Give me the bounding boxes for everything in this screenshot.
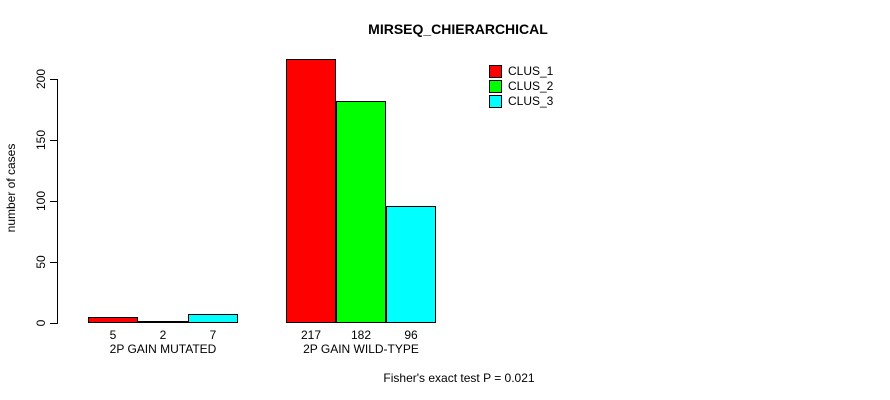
y-tick-label: 0	[34, 319, 48, 326]
legend-item-clus-2: CLUS_2	[489, 80, 553, 93]
legend-swatch-clus-3	[489, 95, 502, 108]
bar-value-label: 182	[350, 327, 372, 342]
legend-item-clus-3: CLUS_3	[489, 95, 553, 108]
y-tick-label: 50	[34, 254, 48, 269]
y-tick-label: 100	[34, 190, 48, 211]
bar-clus_2-category-1	[336, 100, 386, 323]
y-tick-mark	[50, 262, 58, 263]
legend-item-clus-1: CLUS_1	[489, 65, 553, 78]
legend-swatch-clus-1	[489, 65, 502, 78]
y-tick-label: 200	[34, 68, 48, 90]
y-tick-mark	[50, 201, 58, 202]
bar-clus_1-category-1	[286, 58, 336, 323]
bar-clus_1-category-0	[88, 316, 138, 323]
y-axis-label: number of cases	[4, 143, 18, 233]
y-tick-mark	[50, 140, 58, 141]
category-label-mutated: 2P GAIN MUTATED	[109, 342, 217, 356]
y-tick-label: 150	[34, 129, 48, 150]
bar-clus_3-category-1	[386, 205, 436, 323]
bar-value-label: 5	[109, 327, 117, 342]
legend-swatch-clus-2	[489, 80, 502, 93]
y-tick-mark	[50, 79, 58, 80]
legend-label-clus-2: CLUS_2	[508, 79, 554, 93]
chart-title: MIRSEQ_CHIERARCHICAL	[368, 21, 548, 37]
annotation-text: Fisher's exact test P = 0.021	[383, 371, 535, 385]
legend-label-clus-1: CLUS_1	[508, 64, 554, 78]
bar-clus_3-category-0	[188, 313, 238, 323]
legend: CLUS_1 CLUS_2 CLUS_3	[489, 65, 553, 110]
legend-label-clus-3: CLUS_3	[508, 94, 554, 108]
y-tick-mark	[50, 323, 58, 324]
bar-value-label: 7	[209, 327, 217, 342]
category-label-wildtype: 2P GAIN WILD-TYPE	[303, 342, 419, 356]
bar-clus_2-category-0	[138, 320, 188, 323]
bar-value-label: 217	[300, 327, 322, 342]
bar-value-label: 2	[159, 327, 167, 342]
bar-value-label: 96	[404, 327, 418, 342]
